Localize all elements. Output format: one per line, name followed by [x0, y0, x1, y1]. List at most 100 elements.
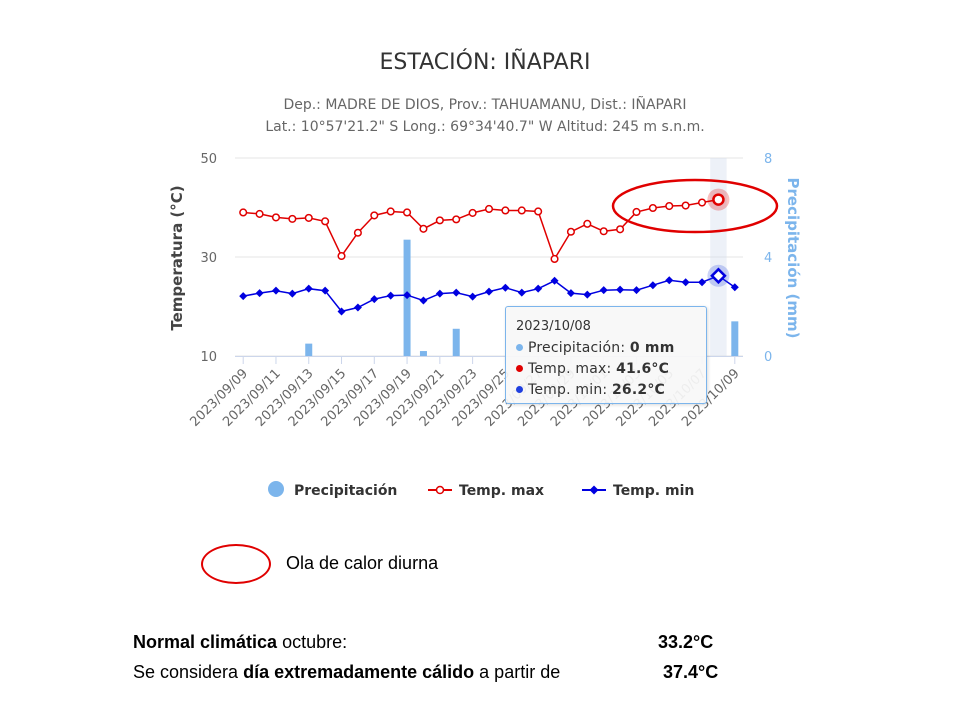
temp-max-point: [386, 207, 395, 216]
hover-band-rect: [710, 158, 727, 356]
y-right-axis-title: Precipitación (mm): [784, 178, 802, 339]
temp-max-point: [616, 225, 625, 234]
temp-min-point: [353, 303, 362, 312]
heat-wave-legend-label: Ola de calor diurna: [286, 553, 439, 573]
temp-min-point: [304, 284, 313, 293]
temp-max-point: [288, 214, 297, 223]
temp-max-point: [419, 224, 428, 233]
temp-max-point: [271, 213, 281, 222]
temp-min-point: [648, 281, 657, 290]
hover-highlight-band: [710, 158, 727, 356]
temp-min-point: [632, 286, 641, 295]
y-left-tick-label: 30: [200, 251, 217, 266]
temp-max-point: [648, 203, 657, 213]
temp-min-point: [255, 289, 264, 298]
temp-min-point: [271, 286, 280, 295]
tooltip-row-precip: Precipitación: 0 mm: [516, 340, 674, 356]
normal-climatica-bold: Normal climática: [133, 632, 278, 652]
y-right-tick-label: 8: [764, 152, 772, 167]
precipitation-bar: [452, 328, 460, 356]
normal-climatica-note: Normal climática octubre:: [133, 632, 347, 653]
extreme-day-value: 37.4°C: [663, 662, 719, 682]
temp-min-point: [566, 289, 575, 298]
precipitation-bar: [731, 321, 739, 356]
temp-max-point: [712, 193, 725, 206]
legend-item-temp-min[interactable]: Temp. min: [582, 483, 694, 499]
legend-item-temp-max[interactable]: Temp. max: [428, 483, 544, 499]
temp-max-point: [468, 208, 477, 217]
tooltip-tmax-dot: [516, 365, 523, 372]
tooltip-date: 2023/10/08: [516, 319, 591, 334]
temp-max-point: [452, 215, 461, 224]
tooltip-tmax-value: 41.6°C: [616, 361, 670, 377]
temp-max-point: [353, 228, 362, 237]
temp-max-point: [550, 254, 559, 264]
temp-max-point: [337, 251, 346, 261]
temp-min-point: [698, 278, 707, 287]
temp-min-point: [583, 290, 592, 299]
temp-max-point: [517, 206, 526, 215]
extreme-day-bold: día extremadamente cálido: [243, 662, 475, 682]
temp-max-line: [243, 198, 719, 261]
legend-item-precipitacion[interactable]: Precipitación: [268, 481, 397, 499]
y-right-tick-label: 4: [764, 251, 772, 266]
temp-min-point: [468, 292, 477, 301]
normal-climatica-text: octubre:: [277, 632, 348, 652]
heat-wave-ellipse: [611, 178, 779, 234]
precipitation-bar: [419, 351, 427, 356]
tooltip-row-tmax: Temp. max: 41.6°C: [516, 361, 669, 377]
temp-min-point: [370, 295, 379, 304]
extreme-day-note: Se considera día extremadamente cálido a…: [133, 662, 560, 683]
tooltip-precip-value: 0 mm: [629, 340, 675, 356]
legend-tmax-label: Temp. max: [459, 483, 544, 499]
temp-max-point: [599, 227, 608, 236]
temp-max-point: [403, 208, 412, 217]
legend-tmin-symbol: [589, 485, 599, 495]
temp-max-point: [665, 201, 674, 211]
temp-max-point: [697, 198, 707, 207]
temp-min-point: [534, 284, 543, 293]
normal-climatica-value: 33.2°C: [658, 632, 714, 652]
tooltip-tmax-label: Temp. max:: [528, 361, 617, 377]
tooltip-tmin-value: 26.2°C: [611, 382, 666, 398]
y-left-axis-title: Temperatura (°C): [168, 185, 186, 330]
temp-max-point: [239, 208, 248, 217]
extreme-day-post: a partir de: [474, 662, 561, 682]
tooltip-tmin-dot: [516, 386, 523, 393]
temp-min-point: [419, 296, 428, 305]
temp-min-point: [337, 307, 346, 316]
chart-subtitle-line2: Lat.: 10°57'21.2" S Long.: 69°34'40.7" W…: [265, 119, 704, 135]
temp-min-point: [501, 283, 510, 292]
temp-min-point: [435, 289, 444, 298]
chart-subtitle-line1: Dep.: MADRE DE DIOS, Prov.: TAHUAMANU, D…: [283, 96, 686, 113]
temp-max-point: [566, 227, 575, 236]
legend-precip-label: Precipitación: [294, 483, 397, 499]
temp-min-point: [616, 285, 625, 294]
temp-max-point: [370, 211, 379, 220]
y-left-tick-label: 10: [200, 350, 217, 365]
legend-tmin-label: Temp. min: [613, 483, 694, 499]
y-right-tick-label: 0: [764, 350, 772, 365]
temp-max-point: [304, 213, 313, 222]
temp-min-point: [239, 292, 248, 301]
temp-min-point: [321, 286, 330, 295]
temp-min-point: [386, 291, 395, 300]
temp-min-point: [681, 278, 690, 287]
temp-max-point: [681, 201, 690, 210]
temp-min-point: [730, 283, 739, 292]
tooltip-precip-label: Precipitación:: [528, 340, 630, 356]
legend-precip-symbol: [268, 481, 284, 497]
temp-min-point: [452, 288, 461, 297]
temp-min-point: [288, 289, 297, 298]
temp-min-point: [710, 267, 727, 285]
tooltip-row-tmin: Temp. min: 26.2°C: [516, 382, 665, 398]
temp-min-point: [599, 286, 608, 295]
tooltip-tmin-label: Temp. min:: [528, 382, 612, 398]
temp-min-point: [550, 276, 559, 285]
temp-max-point: [255, 209, 264, 218]
temp-min-point: [665, 276, 674, 285]
heat-wave-legend-ellipse: [201, 544, 271, 584]
temp-min-point: [517, 288, 526, 297]
legend-tmax-symbol: [435, 485, 445, 495]
